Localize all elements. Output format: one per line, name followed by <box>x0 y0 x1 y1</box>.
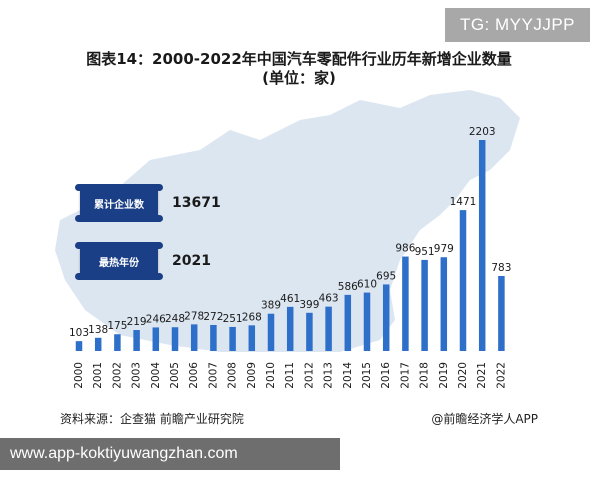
x-tick-2018: 2018 <box>419 362 431 389</box>
bar-2012 <box>306 312 313 351</box>
value-label-2004: 246 <box>146 313 166 325</box>
bar-2001 <box>94 337 102 351</box>
bar-2003 <box>133 330 140 351</box>
value-label-2008: 251 <box>223 313 243 325</box>
x-tick-2005: 2005 <box>169 362 181 389</box>
value-label-2014: 586 <box>338 281 358 293</box>
x-tick-2017: 2017 <box>399 362 411 389</box>
x-tick-2011: 2011 <box>284 362 296 389</box>
total-label-box: 累计企业数 <box>75 184 163 222</box>
value-label-2001: 138 <box>88 324 108 336</box>
chart-title-line1: 图表14：2000-2022年中国汽车零配件行业历年新增企业数量 <box>86 50 512 68</box>
x-tick-2003: 2003 <box>131 362 143 389</box>
value-label-2006: 278 <box>184 310 204 322</box>
x-tick-2013: 2013 <box>323 362 335 389</box>
bar-2019 <box>440 257 448 351</box>
value-label-2000: 103 <box>69 327 89 339</box>
value-label-2022: 783 <box>491 262 511 274</box>
value-label-2009: 268 <box>242 311 262 323</box>
total-value: 13671 <box>172 195 221 211</box>
bar-2002 <box>114 334 121 351</box>
x-tick-2019: 2019 <box>438 362 450 389</box>
value-label-2019: 979 <box>434 243 454 255</box>
bar-2016 <box>382 284 390 351</box>
bar-2008 <box>229 326 236 351</box>
value-label-2020: 1471 <box>450 196 477 208</box>
x-tick-2001: 2001 <box>92 362 104 389</box>
tg-badge: TG: MYYJJPP <box>445 8 590 42</box>
hot-year-label: 最热年份 <box>99 258 139 269</box>
bar-2006 <box>190 324 198 351</box>
value-label-2010: 389 <box>261 300 281 312</box>
hot-year-value: 2021 <box>172 253 211 269</box>
x-tick-2009: 2009 <box>246 362 258 389</box>
value-label-2012: 399 <box>299 299 319 311</box>
value-label-2017: 986 <box>395 243 415 255</box>
value-label-2007: 272 <box>203 311 223 323</box>
bar-2000 <box>75 341 83 351</box>
brand-note: @前瞻经济学人APP <box>431 412 538 426</box>
x-tick-2007: 2007 <box>207 362 219 389</box>
value-label-2016: 695 <box>376 270 396 282</box>
bar-2015 <box>363 292 371 351</box>
bar-2018 <box>421 259 428 351</box>
value-label-2011: 461 <box>280 293 300 305</box>
bar-2021 <box>478 140 486 351</box>
value-label-2021: 2203 <box>469 126 496 138</box>
total-label: 累计企业数 <box>94 200 144 211</box>
bar-2022 <box>498 276 505 351</box>
x-tick-2008: 2008 <box>227 362 239 389</box>
url-watermark: www.app-koktiyuwangzhan.com <box>0 438 340 470</box>
bar-2009 <box>248 325 256 351</box>
value-label-2002: 175 <box>107 320 127 332</box>
chart-title: 图表14：2000-2022年中国汽车零配件行业历年新增企业数量 (单位：家) <box>56 50 542 88</box>
x-tick-2012: 2012 <box>303 362 315 389</box>
x-tick-2016: 2016 <box>380 362 392 389</box>
value-label-2015: 610 <box>357 279 377 291</box>
bar-2010 <box>267 313 275 351</box>
x-tick-2000: 2000 <box>73 362 85 389</box>
x-tick-2015: 2015 <box>361 362 373 389</box>
value-label-2013: 463 <box>319 293 339 305</box>
x-tick-2002: 2002 <box>111 362 123 389</box>
x-tick-2021: 2021 <box>476 362 488 389</box>
x-tick-2022: 2022 <box>495 362 507 389</box>
hot-year-label-box: 最热年份 <box>75 242 163 280</box>
value-label-2003: 219 <box>127 316 147 328</box>
bar-2020 <box>459 210 467 351</box>
bar-2011 <box>286 306 294 351</box>
bar-2007 <box>210 324 217 351</box>
bar-2013 <box>325 306 332 351</box>
x-tick-2010: 2010 <box>265 362 277 389</box>
x-tick-2004: 2004 <box>150 362 162 389</box>
source-note: 资料来源：企查猫 前瞻产业研究院 <box>60 412 244 426</box>
bar-2005 <box>171 327 179 351</box>
x-tick-2020: 2020 <box>457 362 469 389</box>
bar-2014 <box>344 294 352 351</box>
x-tick-2014: 2014 <box>342 362 354 389</box>
bar-2004 <box>152 327 160 351</box>
value-label-2005: 248 <box>165 313 185 325</box>
bar-2017 <box>402 256 409 351</box>
x-tick-2006: 2006 <box>188 362 200 389</box>
chart-title-line2: (单位：家) <box>262 69 336 87</box>
value-label-2018: 951 <box>415 246 435 258</box>
